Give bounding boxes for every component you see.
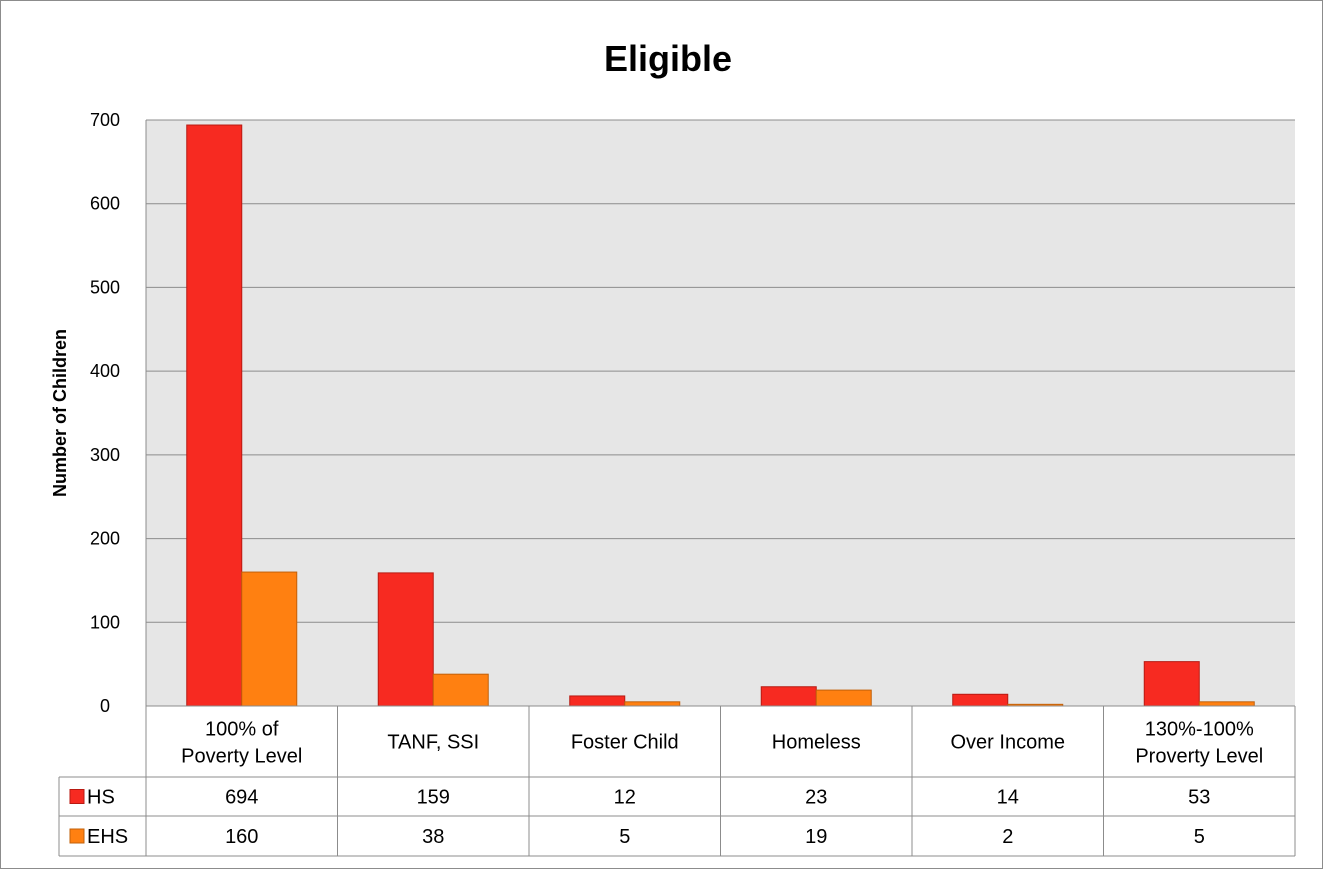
legend-key-ehs: [69, 828, 85, 844]
bar-ehs: [432, 673, 489, 707]
y-tick-label: 600: [90, 194, 120, 214]
data-label-ehs: 19: [805, 826, 827, 848]
plot-area: [146, 120, 1295, 706]
y-tick-label: 0: [100, 696, 110, 716]
y-tick-label: 200: [90, 529, 120, 549]
y-tick-label: 700: [90, 110, 120, 130]
data-label-hs: 53: [1188, 787, 1210, 809]
data-label-ehs: 2: [1002, 826, 1013, 848]
category-label: 130%-100%: [1145, 719, 1254, 741]
category-label: Homeless: [772, 732, 861, 754]
bar-ehs: [815, 689, 872, 707]
data-label-ehs: 5: [1194, 826, 1205, 848]
y-axis-label: Number of Children: [50, 329, 70, 497]
bar-ehs: [241, 571, 298, 707]
y-tick-label: 100: [90, 612, 120, 632]
category-label: Foster Child: [571, 732, 679, 754]
y-tick-label: 300: [90, 445, 120, 465]
y-tick-label: 400: [90, 361, 120, 381]
category-label: Poverty Level: [181, 746, 302, 768]
data-label-ehs: 38: [422, 826, 444, 848]
bar-hs: [569, 695, 626, 707]
bar-ehs: [1198, 701, 1255, 707]
data-label-ehs: 5: [619, 826, 630, 848]
bar-ehs: [624, 701, 681, 707]
data-label-hs: 694: [225, 787, 258, 809]
category-label: Over Income: [951, 732, 1065, 754]
data-label-ehs: 160: [225, 826, 258, 848]
data-label-hs: 159: [417, 787, 450, 809]
data-label-hs: 12: [614, 787, 636, 809]
bar-hs: [1143, 661, 1200, 707]
bar-hs: [952, 693, 1009, 707]
bar-hs: [377, 572, 434, 707]
category-label: 100% of: [205, 719, 279, 741]
bar-hs: [186, 124, 243, 707]
data-label-hs: 14: [997, 787, 1019, 809]
data-label-hs: 23: [805, 787, 827, 809]
legend-label-ehs: EHS: [87, 826, 128, 848]
bar-hs: [760, 686, 817, 707]
category-label: Proverty Level: [1135, 746, 1263, 768]
y-tick-label: 500: [90, 277, 120, 297]
category-label: TANF, SSI: [387, 732, 479, 754]
legend-key-hs: [69, 789, 85, 804]
chart-title: Eligible: [604, 38, 732, 79]
legend-label-hs: HS: [87, 787, 115, 809]
